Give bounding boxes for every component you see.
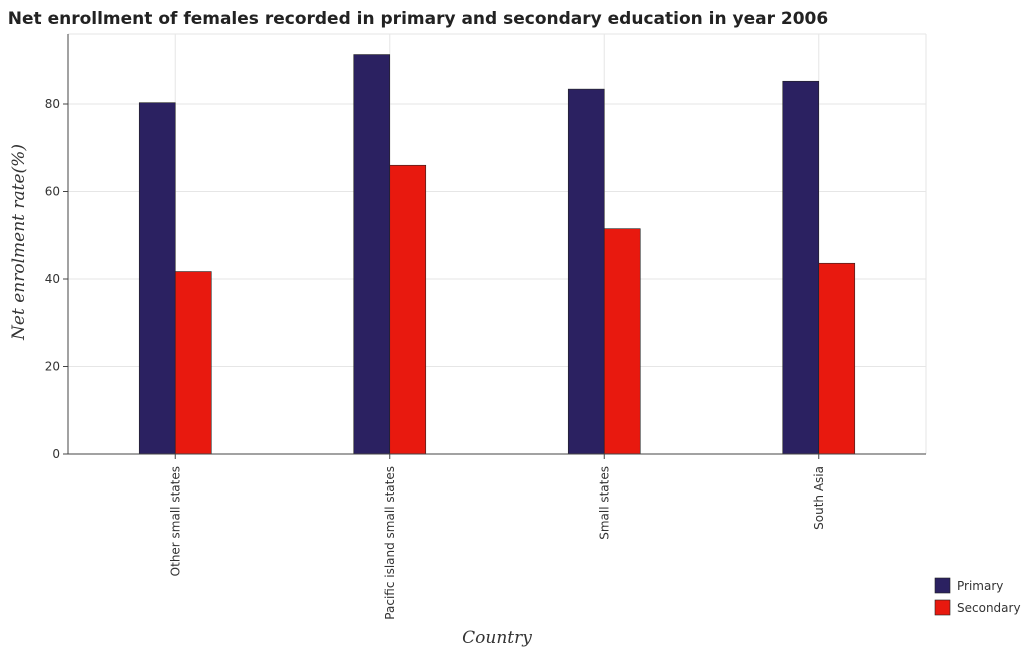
x-tick-label: Small states (597, 466, 611, 540)
legend-swatch-primary (934, 577, 951, 594)
bar-secondary-3 (603, 228, 641, 455)
legend: Primary Secondary (934, 577, 1021, 616)
bar-primary-4 (782, 80, 820, 455)
x-tick-label: Pacific island small states (383, 466, 397, 620)
x-axis-label: Country (462, 628, 532, 648)
x-tick-label: Other small states (168, 466, 182, 576)
bar-secondary-4 (818, 262, 856, 455)
y-tick-label: 40 (45, 272, 60, 286)
bar-secondary-1 (174, 271, 212, 455)
chart-title: Net enrollment of females recorded in pr… (8, 9, 828, 29)
y-tick-label: 20 (45, 360, 60, 374)
bar-primary-3 (567, 88, 605, 455)
bar-primary-1 (138, 102, 176, 455)
bar-secondary-2 (389, 164, 427, 455)
y-tick-label: 60 (45, 185, 60, 199)
legend-swatch-secondary (934, 599, 951, 616)
x-tick-label: South Asia (812, 466, 826, 530)
bar-primary-2 (353, 54, 391, 455)
legend-label-primary: Primary (957, 579, 1003, 593)
y-axis-label: Net enrolment rate(%) (9, 144, 29, 341)
y-tick-labels: 0 20 40 60 80 (45, 97, 60, 461)
x-tick-labels: Other small states Pacific island small s… (168, 466, 826, 620)
axes (63, 34, 926, 459)
bars (138, 54, 856, 455)
y-tick-label: 80 (45, 97, 60, 111)
legend-label-secondary: Secondary (957, 601, 1021, 615)
y-tick-label: 0 (52, 447, 60, 461)
